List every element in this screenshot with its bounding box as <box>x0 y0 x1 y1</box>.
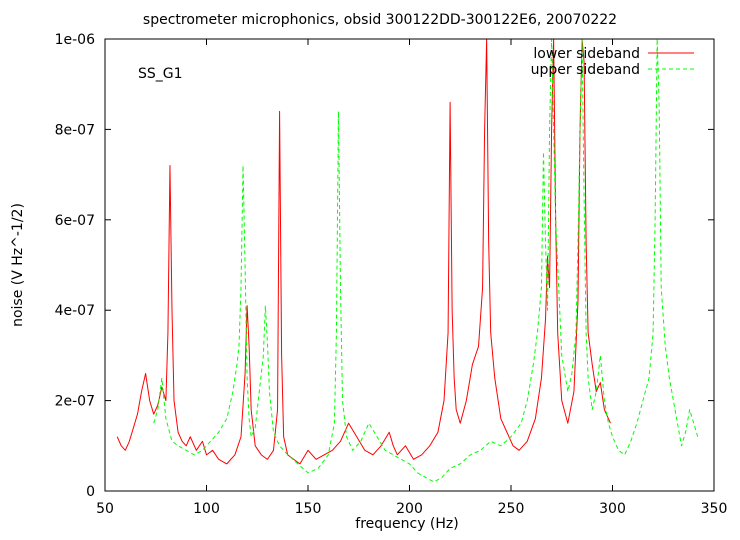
y-tick-label: 0 <box>86 484 95 500</box>
y-tick-label: 4e-07 <box>55 303 95 319</box>
legend-label-lower-sideband: lower sideband <box>533 46 640 62</box>
y-tick-label: 8e-07 <box>55 122 95 138</box>
x-tick-label: 150 <box>295 501 322 517</box>
x-tick-label: 100 <box>193 501 220 517</box>
series-line-lower-sideband <box>116 39 611 465</box>
legend-label-upper-sideband: upper sideband <box>531 62 640 78</box>
plot-frame <box>104 38 715 492</box>
y-tick-label: 1e-06 <box>55 32 95 48</box>
legend: lower sideband upper sideband <box>531 46 694 78</box>
x-tick-label: 50 <box>96 501 114 517</box>
annotation-label: SS_G1 <box>138 66 183 82</box>
x-tick-label: 350 <box>701 501 728 517</box>
series-line-upper-sideband <box>153 39 699 483</box>
x-tick-label: 250 <box>498 501 525 517</box>
plot-area: 50 100 150 200 250 300 350 0 2e-07 4e-07 6e-07 8e-0… <box>55 32 728 517</box>
x-tick-label: 300 <box>599 501 626 517</box>
x-axis-label: frequency (Hz) <box>355 516 458 532</box>
y-tick-label: 6e-07 <box>55 213 95 229</box>
chart-title: spectrometer microphonics, obsid 300122D… <box>143 12 617 28</box>
y-axis-label: noise (V Hz^-1/2) <box>10 203 26 327</box>
x-tick-label: 200 <box>396 501 423 517</box>
y-tick-label: 2e-07 <box>55 394 95 410</box>
